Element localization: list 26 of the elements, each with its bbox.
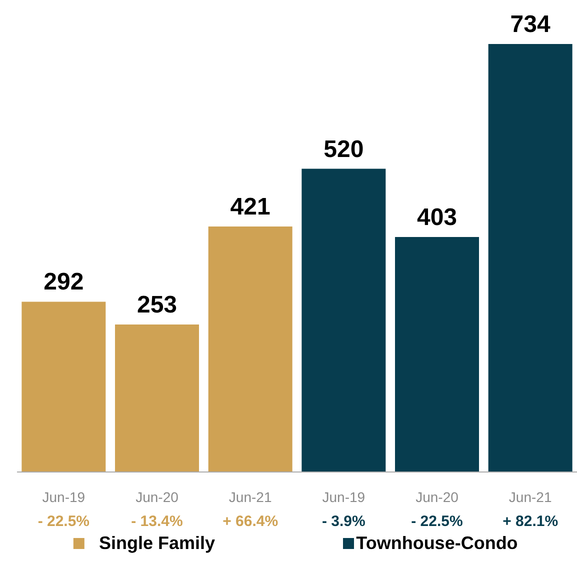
x-tick-label: Jun-19 xyxy=(322,489,366,505)
bar xyxy=(208,226,292,472)
x-tick-label: Jun-21 xyxy=(508,489,552,505)
text: - 3.9% xyxy=(322,513,366,530)
text: - 22.5% xyxy=(411,513,463,530)
data-label: 253 xyxy=(136,291,178,318)
text: - 13.4% xyxy=(131,513,183,530)
text: - 22.5% xyxy=(38,513,90,530)
x-tick-label: Jun-21 xyxy=(228,489,272,505)
bar xyxy=(488,44,572,472)
text: + 82.1% xyxy=(502,513,558,530)
text: + 66.4% xyxy=(222,513,278,530)
data-label: 520 xyxy=(324,136,364,163)
bar xyxy=(395,237,479,472)
data-label: 292 xyxy=(44,268,84,296)
x-tick-label: Jun-20 xyxy=(136,489,179,505)
legend-label: Townhouse-Condo xyxy=(356,533,518,553)
legend-label: Single Family xyxy=(98,533,216,553)
bar xyxy=(115,324,199,472)
data-label: 734 xyxy=(510,11,552,38)
bar xyxy=(22,302,106,472)
x-tick-label: Jun-20 xyxy=(416,489,459,505)
data-label: 403 xyxy=(416,204,458,232)
bar xyxy=(302,168,386,472)
data-label: 421 xyxy=(230,194,270,221)
x-tick-label: Jun-19 xyxy=(42,489,86,505)
